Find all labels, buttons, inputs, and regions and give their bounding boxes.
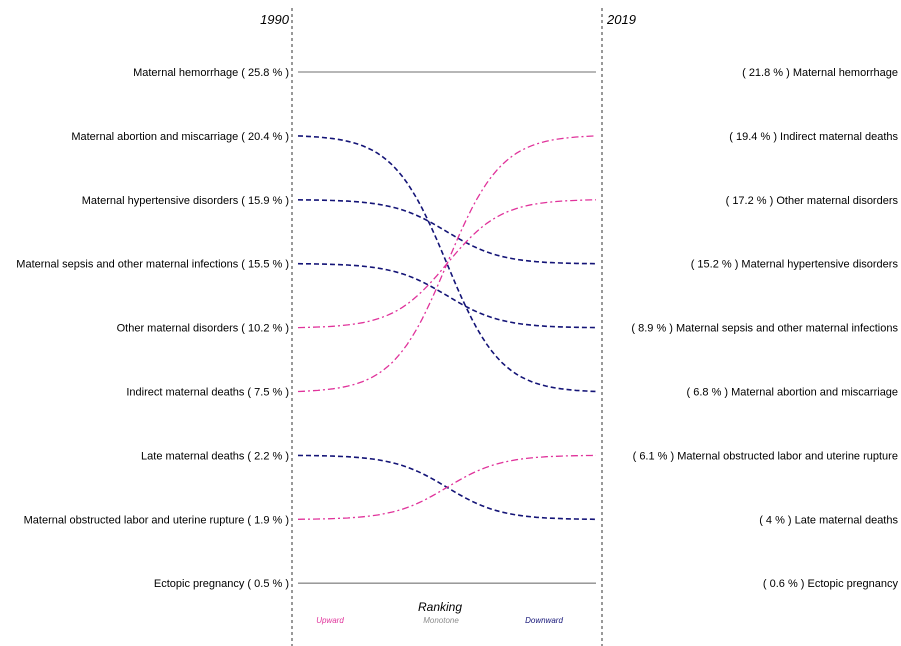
right-label-rank-6: ( 6.8 % ) Maternal abortion and miscarri… xyxy=(687,387,899,399)
left-label-rank-4: Maternal sepsis and other maternal infec… xyxy=(16,259,289,271)
right-label-rank-5: ( 8.9 % ) Maternal sepsis and other mate… xyxy=(631,323,898,335)
left-label-rank-3: Maternal hypertensive disorders ( 15.9 %… xyxy=(82,195,289,207)
slope-line-maternal-obstructed-labor-and-uterine-rupture xyxy=(297,454,597,520)
slope-line-maternal-hypertensive-disorders xyxy=(297,199,597,265)
slope-labels: Maternal hemorrhage ( 25.8 % ) Maternal a… xyxy=(16,67,898,590)
legend-item-downward: Downward xyxy=(525,616,563,625)
right-label-rank-9: ( 0.6 % ) Ectopic pregnancy xyxy=(763,578,899,590)
slope-line-maternal-abortion-and-miscarriage xyxy=(297,135,597,393)
legend-item-monotone: Monotone xyxy=(423,616,459,625)
legend-item-upward: Upward xyxy=(316,616,344,625)
right-label-rank-2: ( 19.4 % ) Indirect maternal deaths xyxy=(729,131,898,143)
left-label-rank-5: Other maternal disorders ( 10.2 % ) xyxy=(117,323,289,335)
slope-line-maternal-sepsis-and-other-maternal-infections xyxy=(297,262,597,329)
slope-lines xyxy=(297,71,597,584)
right-label-rank-7: ( 6.1 % ) Maternal obstructed labor and … xyxy=(633,450,898,462)
right-label-rank-8: ( 4 % ) Late maternal deaths xyxy=(759,514,898,526)
left-label-rank-8: Maternal obstructed labor and uterine ru… xyxy=(24,514,289,526)
right-label-rank-4: ( 15.2 % ) Maternal hypertensive disorde… xyxy=(691,259,899,271)
left-label-rank-7: Late maternal deaths ( 2.2 % ) xyxy=(141,450,289,462)
right-label-rank-1: ( 21.8 % ) Maternal hemorrhage xyxy=(742,67,898,79)
left-label-rank-2: Maternal abortion and miscarriage ( 20.4… xyxy=(71,131,289,143)
right-label-rank-3: ( 17.2 % ) Other maternal disorders xyxy=(726,195,899,207)
year-1990-label: 1990 xyxy=(260,12,290,27)
legend-title: Ranking xyxy=(418,600,462,614)
year-2019-label: 2019 xyxy=(606,12,636,27)
slope-line-indirect-maternal-deaths xyxy=(297,135,597,393)
legend: Ranking Upward Monotone Downward xyxy=(316,600,563,625)
left-label-rank-1: Maternal hemorrhage ( 25.8 % ) xyxy=(133,67,289,79)
left-label-rank-6: Indirect maternal deaths ( 7.5 % ) xyxy=(126,387,289,399)
left-label-rank-9: Ectopic pregnancy ( 0.5 % ) xyxy=(154,578,289,590)
